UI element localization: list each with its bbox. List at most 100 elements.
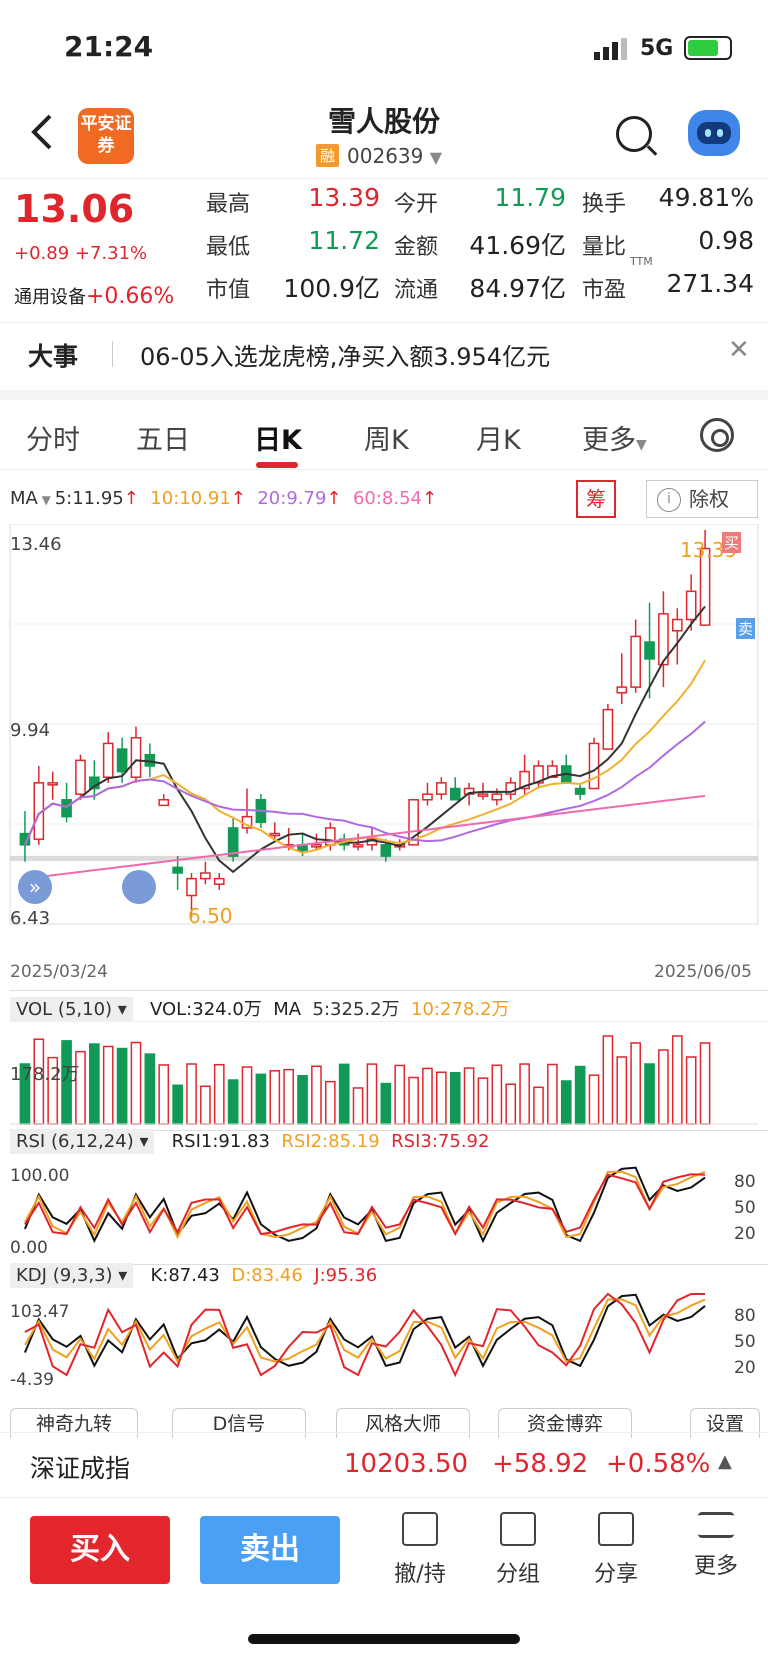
section-gap <box>0 390 768 400</box>
candle-body <box>699 547 711 626</box>
index-ticker[interactable]: 深证成指 10203.50 +58.92 +0.58% ▲ <box>0 1432 768 1498</box>
expand-icon[interactable]: » <box>18 870 52 904</box>
candle-body <box>75 759 86 795</box>
shortcut-nine-turn[interactable]: 神奇九转 <box>10 1408 138 1438</box>
news-banner[interactable]: 大事 06-05入选龙虎榜,净买入额3.954亿元 ✕ <box>0 322 768 382</box>
kdj-axis-top: 103.47 <box>10 1302 70 1322</box>
close-icon[interactable]: ✕ <box>728 335 750 365</box>
kdj-indicator-select[interactable]: KDJ (9,3,3) ▾ <box>10 1263 134 1288</box>
candle-body <box>630 635 641 688</box>
volume-bar <box>213 1063 225 1125</box>
tab-more[interactable]: 更多▼ <box>582 425 647 456</box>
cancel-hold-button[interactable]: 撤/持 <box>380 1512 460 1588</box>
tab-weekly-k[interactable]: 周K <box>364 425 409 456</box>
candle-body <box>158 799 170 807</box>
quote-value: 271.34 <box>666 269 754 298</box>
candle-body <box>47 782 59 786</box>
volume-bar <box>227 1079 239 1125</box>
candle-body <box>102 742 114 778</box>
kdj-axis-bottom: -4.39 <box>10 1370 54 1390</box>
buy-button[interactable]: 买入 <box>30 1516 170 1584</box>
news-text: 06-05入选龙虎榜,净买入额3.954亿元 <box>140 343 551 371</box>
period-tabs: 分时 五日 日K 周K 月K 更多▼ <box>0 400 768 470</box>
expand-up-icon[interactable]: ▲ <box>718 1451 732 1472</box>
volume-bar <box>352 1087 364 1125</box>
share-button[interactable]: 分享 <box>576 1512 656 1588</box>
tab-fenshi[interactable]: 分时 <box>26 425 80 456</box>
volume-bar <box>394 1064 406 1125</box>
volume-bar <box>658 1049 669 1125</box>
quote-value: 84.97亿 <box>469 274 566 303</box>
rsi-indicator-select[interactable]: RSI (6,12,24) ▾ <box>10 1129 155 1154</box>
volume-bar <box>533 1086 544 1125</box>
ttm-label: TTM <box>630 255 653 268</box>
quote-label: 市盈 <box>582 278 627 303</box>
quote-value: 100.9亿 <box>283 274 380 303</box>
quote-value: 11.79 <box>494 183 566 212</box>
tab-wuri[interactable]: 五日 <box>136 425 190 456</box>
candle-body <box>213 877 225 886</box>
ex-rights-button[interactable]: 除权 <box>646 480 758 518</box>
back-icon[interactable] <box>24 112 64 152</box>
kline-chart-area[interactable]: MA ▼ 5:11.95↑ 10:10.91↑ 20:9.79↑ 60:8.54… <box>0 472 768 1438</box>
quote-value: 13.39 <box>308 183 380 212</box>
shortcut-settings[interactable]: 设置 <box>690 1408 760 1438</box>
rsi-line-2 <box>24 1173 706 1237</box>
min-price-label: 6.50 <box>188 904 233 928</box>
ma20-line <box>24 720 706 846</box>
rsi-axis-bottom: 0.00 <box>10 1238 48 1258</box>
assistant-robot-icon[interactable] <box>688 110 740 156</box>
date-start: 2025/03/24 <box>10 962 108 982</box>
volume-bar <box>102 1045 114 1125</box>
buy-signal-mark: 买 <box>722 532 742 553</box>
volume-bar <box>422 1067 433 1125</box>
quote-label: 金额 <box>394 235 439 260</box>
tab-daily-k[interactable]: 日K <box>254 425 302 456</box>
candle-body <box>491 793 503 801</box>
sector-name: 通用设备 <box>14 287 86 308</box>
candle-body <box>588 742 600 790</box>
more-button[interactable]: 更多 <box>676 1512 756 1580</box>
candle-body <box>547 765 558 778</box>
tab-monthly-k[interactable]: 月K <box>476 425 521 456</box>
shortcut-style-master[interactable]: 风格大师 <box>336 1408 470 1438</box>
active-tab-indicator <box>256 462 298 468</box>
gear-icon[interactable] <box>700 418 734 452</box>
quote-value: 41.69亿 <box>469 231 566 260</box>
ma5-line <box>24 605 706 874</box>
chip-distribution-button[interactable]: 筹 <box>576 480 616 518</box>
volume-bar <box>630 1042 641 1125</box>
fullscreen-icon[interactable] <box>122 870 156 904</box>
volume-bar <box>588 1074 600 1125</box>
group-button[interactable]: 分组 <box>478 1512 558 1588</box>
shortcut-d-signal[interactable]: D信号 <box>172 1408 306 1438</box>
volume-axis-label: 178.2万 <box>10 1064 80 1085</box>
volume-bar <box>602 1035 614 1125</box>
volume-bar <box>644 1063 655 1125</box>
quote-label: 最高 <box>206 192 251 217</box>
shortcut-fund-game[interactable]: 资金博弈 <box>498 1408 632 1438</box>
quote-label: 今开 <box>394 192 439 217</box>
volume-bar <box>449 1072 461 1125</box>
cancel-hold-icon <box>402 1512 438 1546</box>
volume-indicator-select[interactable]: VOL (5,10) ▾ <box>10 997 133 1022</box>
candle-body <box>116 748 128 773</box>
rsi-level-50: 50 <box>734 1198 756 1218</box>
sector-change[interactable]: 通用设备+0.66% <box>14 283 174 309</box>
search-icon[interactable] <box>616 116 652 152</box>
volume-bar <box>130 1041 142 1125</box>
stock-code-row[interactable]: 融 002639 ▼ <box>316 144 442 168</box>
candle-body <box>519 770 530 790</box>
quote-label: 换手 <box>582 192 627 217</box>
volume-bar <box>200 1085 211 1125</box>
rsi-level-20: 20 <box>734 1224 756 1244</box>
ma60-line <box>24 794 706 880</box>
candle-body <box>227 827 239 857</box>
kdj-level-80: 80 <box>734 1306 756 1326</box>
volume-bar <box>408 1076 419 1125</box>
volume-bar <box>338 1063 350 1125</box>
sell-button[interactable]: 卖出 <box>200 1516 340 1584</box>
y-axis-top: 13.46 <box>10 534 62 555</box>
broker-logo: 平安证券 <box>78 108 134 164</box>
candle-body <box>602 708 614 750</box>
